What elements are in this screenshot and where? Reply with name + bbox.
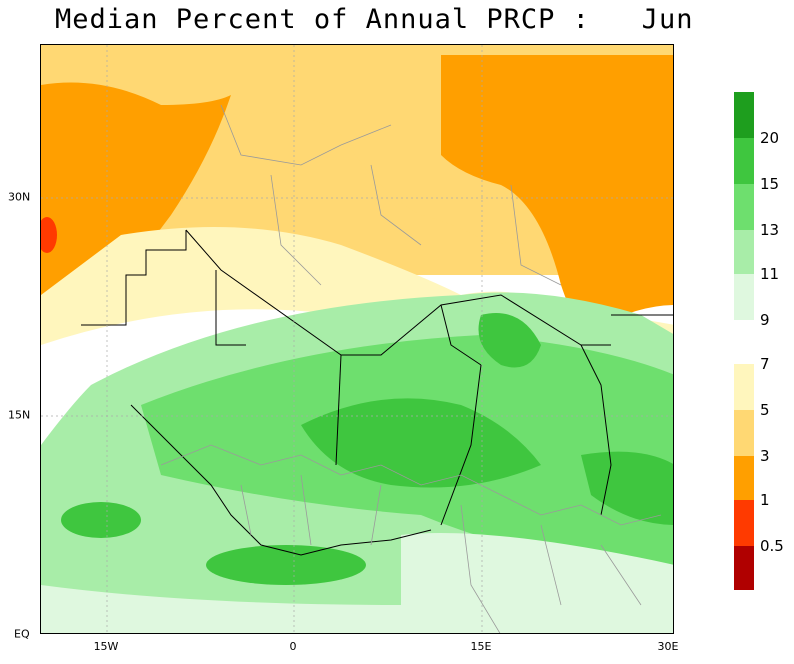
legend-label-3: 3 [760, 447, 770, 465]
x-tick-15w: 15W [93, 640, 119, 653]
legend-label-11: 11 [760, 265, 780, 283]
southern-pale-zone [401, 533, 673, 633]
country-borders [81, 229, 673, 556]
y-tick-eq: EQ [14, 627, 30, 641]
coastal-green-band [206, 545, 366, 585]
legend-swatch-9-11 [734, 274, 754, 320]
red-hotspot [41, 217, 57, 253]
province-borders [160, 104, 662, 633]
legend-swatch-13-15 [734, 184, 754, 230]
y-tick-30n: 30N [8, 190, 31, 204]
legend-label-0.5: 0.5 [760, 537, 784, 555]
legend-swatch-11-13 [734, 230, 754, 274]
central-dark-green [301, 398, 541, 488]
mediterranean-orange-zone [441, 55, 673, 330]
legend-label-20: 20 [760, 129, 780, 147]
precipitation-map [40, 44, 674, 634]
x-tick-15e: 15E [470, 640, 492, 653]
y-tick-15n: 15N [8, 408, 31, 422]
legend-swatch-5-7 [734, 364, 754, 410]
legend-swatch-05-1 [734, 500, 754, 546]
legend-label-9: 9 [760, 311, 770, 329]
map-title: Median Percent of Annual PRCP : Jun [55, 4, 694, 35]
legend-label-7: 7 [760, 355, 770, 373]
grid-lines [41, 45, 673, 633]
x-tick-0: 0 [289, 640, 297, 653]
legend-swatch-0-05 [734, 546, 754, 590]
legend-label-5: 5 [760, 401, 770, 419]
legend-swatch-15-20 [734, 138, 754, 184]
legend-label-1: 1 [760, 491, 770, 509]
legend-swatch-1-3 [734, 456, 754, 500]
atlantic-green-patch [61, 502, 141, 538]
legend-label-13: 13 [760, 221, 780, 239]
legend-swatch-3-5 [734, 410, 754, 456]
legend-swatch-20plus [734, 92, 754, 138]
legend-label-15: 15 [760, 175, 780, 193]
x-tick-30e: 30E [657, 640, 679, 653]
